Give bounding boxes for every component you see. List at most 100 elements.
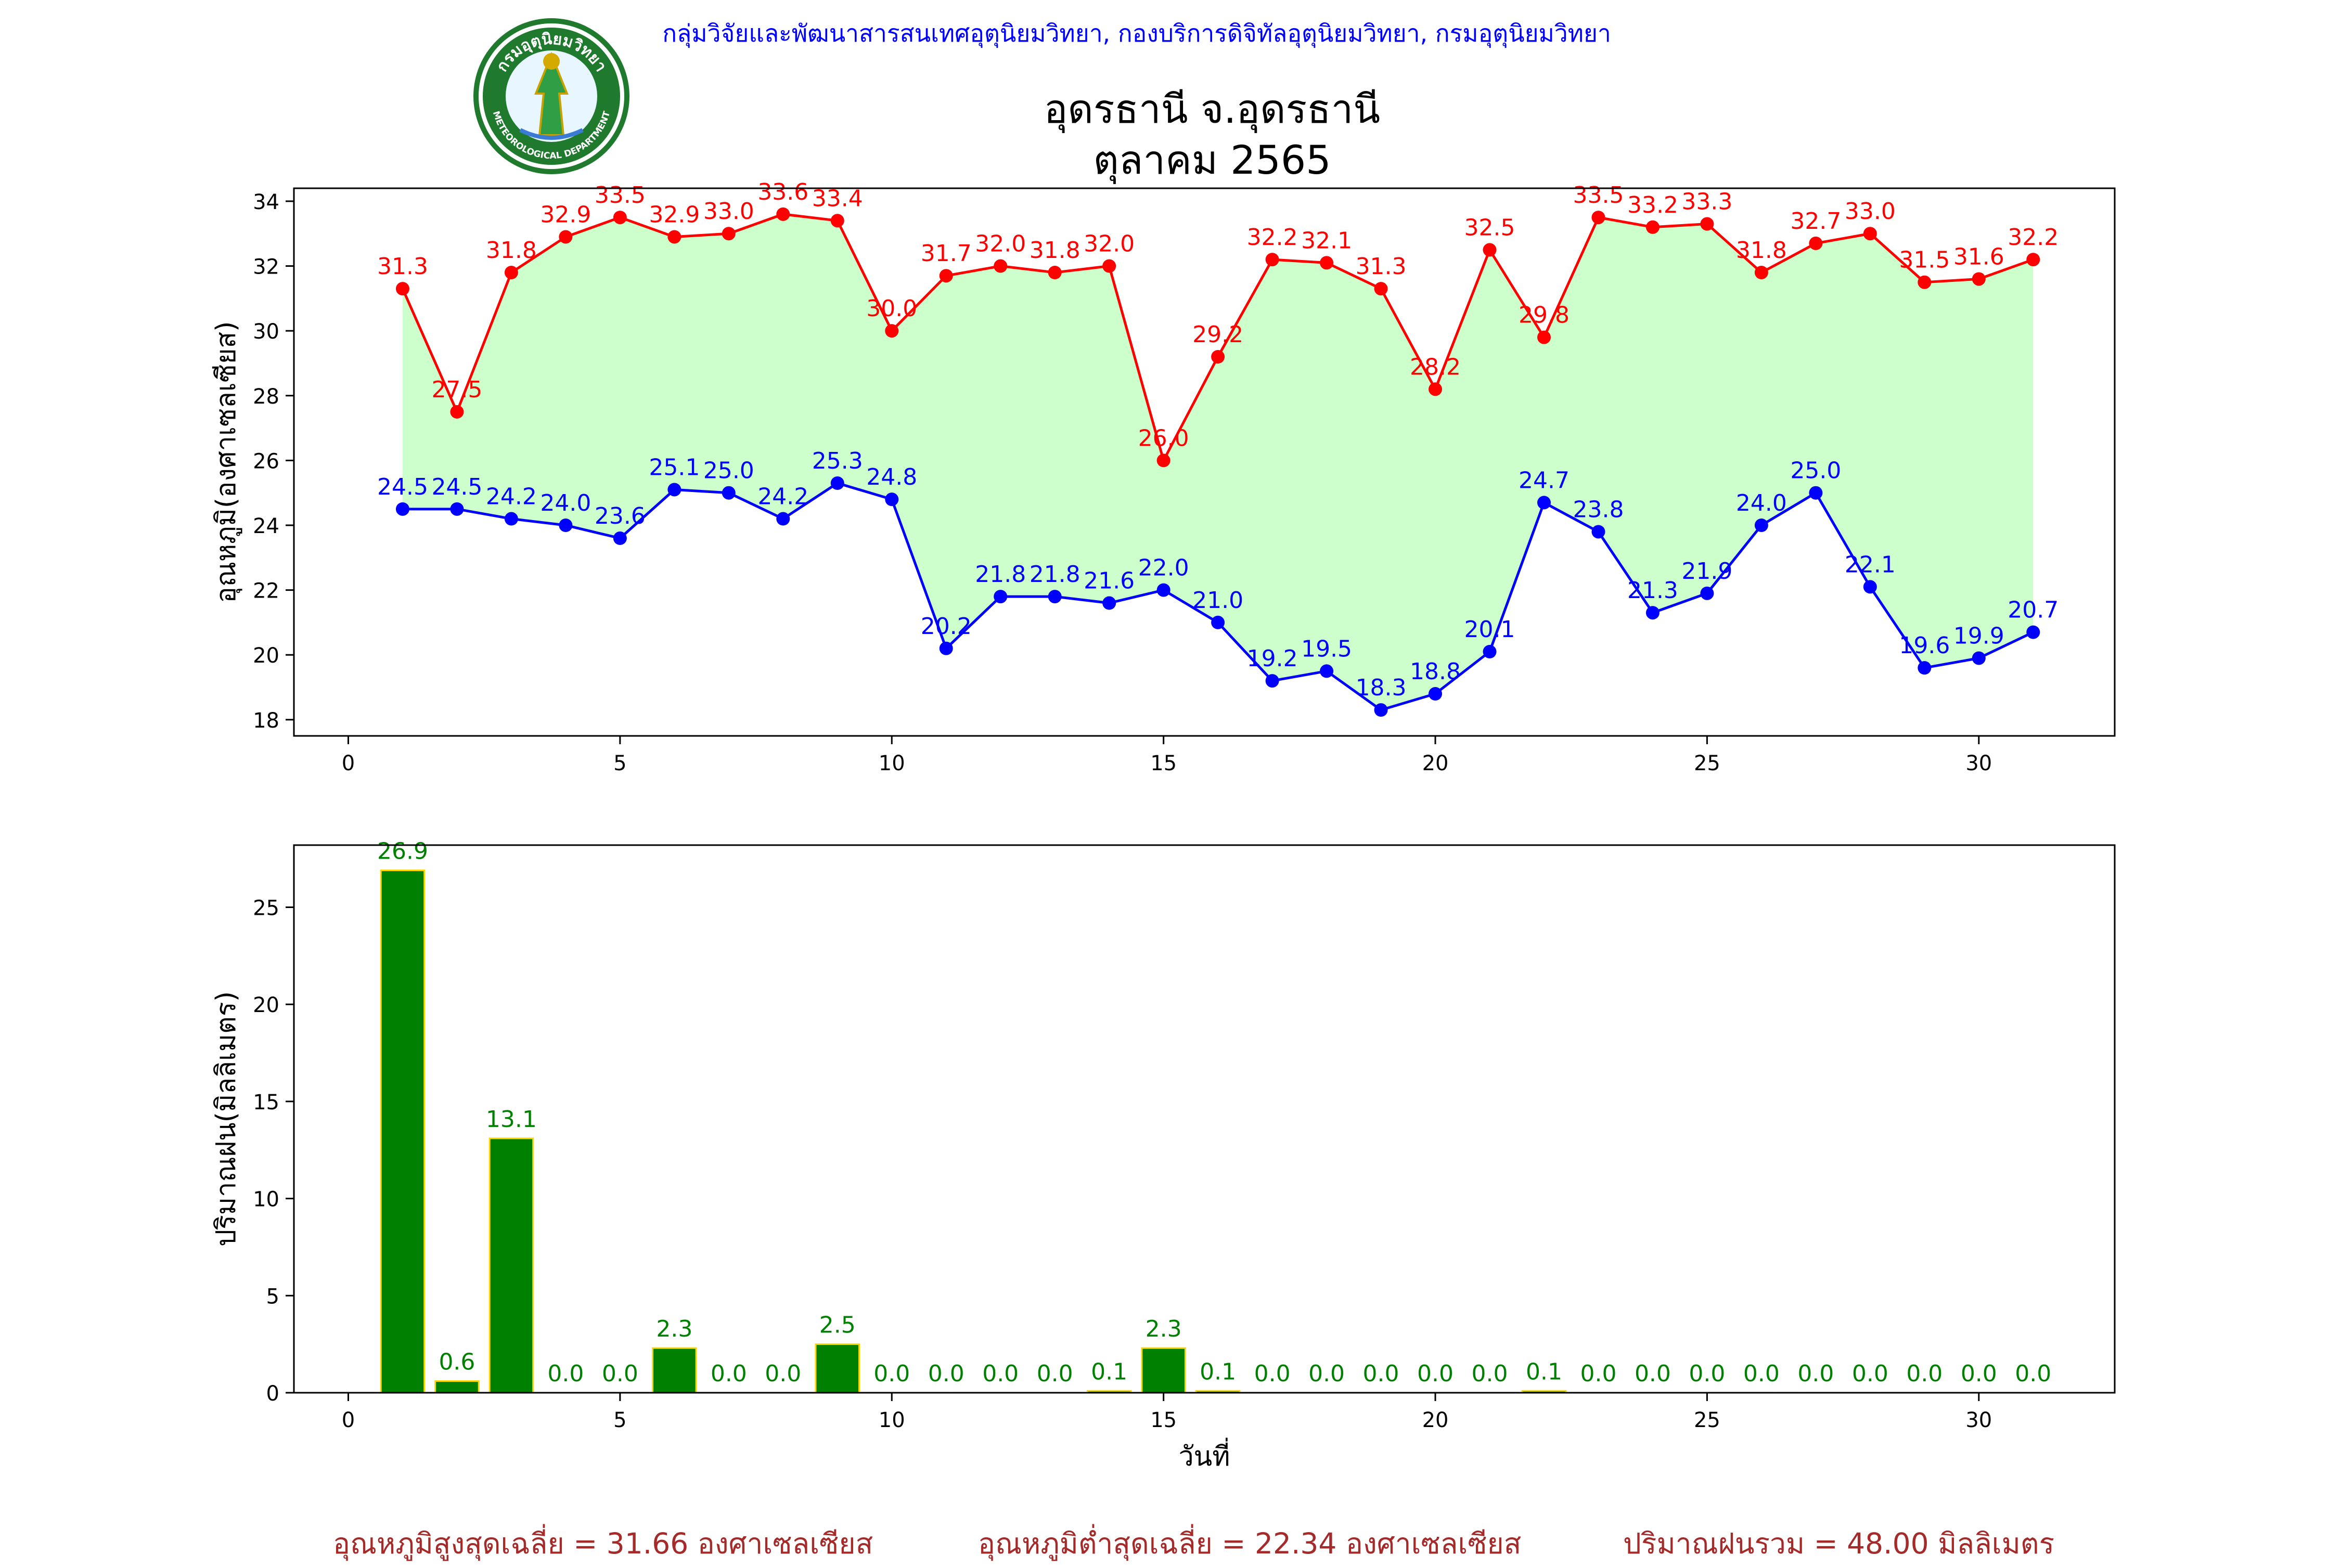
data-point-min-temp [1102,596,1116,610]
rain-bar [380,870,426,1394]
rain-bar-label: 0.0 [982,1360,1019,1387]
rain-bar [815,1343,860,1394]
data-label-max-temp: 33.0 [1845,198,1896,225]
data-label-min-temp: 19.5 [1301,636,1352,662]
data-label-min-temp: 25.0 [1790,458,1841,484]
data-point-min-temp [722,486,736,500]
data-point-min-temp [1645,606,1660,620]
temperature-chart-frame [293,187,2116,737]
data-label-min-temp: 22.0 [1138,555,1189,581]
data-label-min-temp: 19.2 [1247,645,1298,672]
data-label-max-temp: 32.7 [1790,208,1841,235]
rain-bar-label: 0.0 [1689,1360,1725,1387]
data-point-min-temp [830,476,844,490]
data-point-max-temp [1809,236,1823,250]
data-label-min-temp: 24.8 [866,464,917,490]
data-point-max-temp [667,230,681,244]
rain-bar-label: 0.0 [1254,1360,1291,1387]
data-label-max-temp: 33.5 [595,182,646,209]
data-point-max-temp [1374,282,1388,296]
rain-bar-label: 13.1 [486,1106,537,1133]
data-label-max-temp: 31.3 [1356,253,1407,280]
data-label-min-temp: 21.0 [1192,587,1243,614]
rain-bar-label: 0.0 [1580,1360,1616,1387]
data-point-min-temp [2026,625,2040,639]
data-point-min-temp [939,641,953,655]
y-tick-label: 22 [253,579,279,603]
data-point-max-temp [1918,275,1932,289]
x-tick-label: 5 [613,751,626,775]
data-label-max-temp: 31.7 [921,240,972,267]
data-point-max-temp [1211,350,1225,364]
data-label-max-temp: 32.9 [649,201,700,228]
data-label-max-temp: 32.0 [975,231,1026,257]
data-label-min-temp: 25.0 [703,458,754,484]
data-label-max-temp: 32.9 [540,201,591,228]
rain-bar-label: 0.0 [1797,1360,1834,1387]
rain-bar-label: 2.5 [819,1312,856,1339]
x-tick-label: 25 [1694,1408,1720,1432]
meteorological-department-logo: กรมอุตุนิยมวิทยา METEOROLOGICAL DEPARTME… [473,18,629,174]
data-label-max-temp: 30.0 [866,295,917,322]
rain-bar-label: 0.0 [1961,1360,1997,1387]
rain-bar-label: 26.9 [377,838,428,865]
x-tick-label: 15 [1150,1408,1177,1432]
y-tick-label: 32 [253,255,279,279]
data-label-min-temp: 22.1 [1845,551,1896,578]
chart-title-station: อุดรธานี จ.อุดรธานี [1044,86,1381,132]
data-label-min-temp: 24.5 [377,474,428,500]
data-point-max-temp [1102,259,1116,273]
data-point-max-temp [1700,217,1714,231]
x-tick-label: 30 [1965,1408,1992,1432]
rain-bar [1141,1347,1186,1394]
data-point-max-temp [885,324,899,338]
rain-bar-label: 0.0 [602,1360,638,1387]
data-point-min-temp [1156,583,1170,597]
data-label-min-temp: 20.7 [2008,597,2059,624]
rainfall-chart-frame [293,844,2116,1394]
data-point-min-temp [559,519,573,532]
x-tick-label: 20 [1422,1408,1449,1432]
y-axis-label: ปริมาณฝน(มิลลิเมตร) [211,991,242,1247]
y-tick-label: 25 [253,896,279,920]
data-point-max-temp [1048,266,1062,279]
data-label-min-temp: 24.0 [1736,490,1787,516]
data-label-max-temp: 27.5 [431,377,482,403]
data-label-min-temp: 18.8 [1410,658,1461,685]
rain-bar-label: 0.0 [765,1360,801,1387]
x-axis-label: วันที่ [1178,1437,1230,1472]
rain-bar-label: 0.0 [711,1360,747,1387]
data-label-max-temp: 31.5 [1899,247,1950,274]
data-point-min-temp [504,512,518,526]
data-label-min-temp: 24.2 [757,484,808,510]
data-point-min-temp [1483,645,1497,658]
temperature-range-fill [402,214,2034,710]
y-tick-label: 34 [253,190,279,214]
data-label-min-temp: 25.1 [649,454,700,481]
summary-avg-min-temp: อุณหภูมิต่ำสุดเฉลี่ย = 22.34 องศาเซลเซีย… [978,1527,1522,1560]
x-tick-label: 25 [1694,751,1720,775]
data-label-min-temp: 24.0 [540,490,591,516]
y-tick-label: 24 [253,514,279,538]
data-point-min-temp [1809,486,1823,500]
data-point-min-temp [395,502,409,516]
data-label-min-temp: 21.3 [1627,577,1678,604]
y-tick-label: 20 [253,993,279,1017]
data-point-max-temp [1320,256,1334,270]
data-label-min-temp: 21.6 [1084,568,1135,594]
y-tick-label: 10 [253,1188,279,1212]
organization-caption: กลุ่มวิจัยและพัฒนาสารสนเทศอุตุนิยมวิทยา,… [662,19,1611,47]
data-point-max-temp [994,259,1008,273]
data-point-max-temp [776,207,790,221]
data-label-max-temp: 31.8 [1030,237,1081,264]
data-label-min-temp: 20.2 [921,613,972,640]
data-label-max-temp: 33.5 [1573,182,1624,209]
data-label-min-temp: 20.1 [1464,616,1515,643]
data-point-min-temp [1265,674,1279,688]
y-tick-label: 28 [253,385,279,409]
data-point-max-temp [1156,453,1170,468]
rain-bar-label: 0.0 [1472,1360,1508,1387]
data-label-min-temp: 24.5 [431,474,482,500]
